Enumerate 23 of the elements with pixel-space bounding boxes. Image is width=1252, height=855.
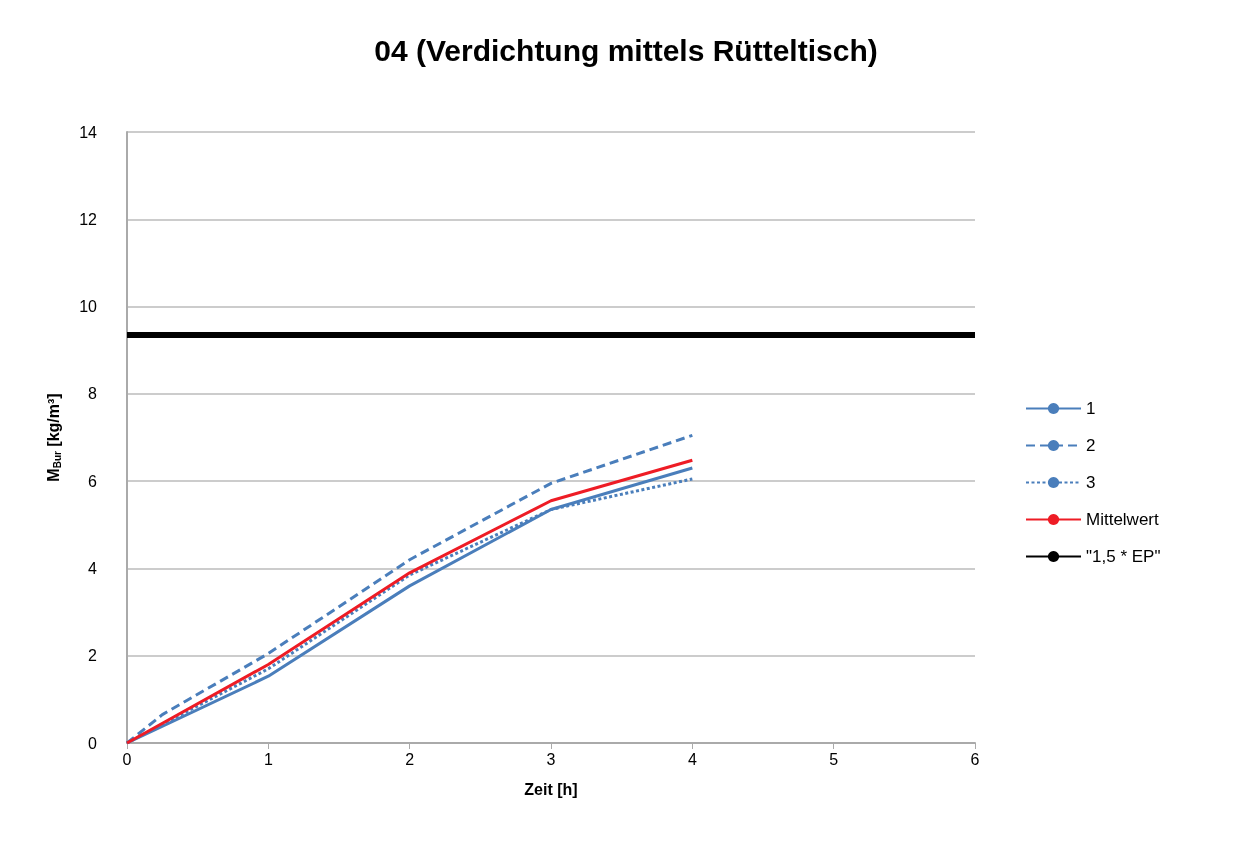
legend-label: 3 [1086, 473, 1096, 492]
y-tick-label: 2 [88, 647, 98, 665]
x-tick-label: 6 [970, 750, 980, 768]
legend-label: 1 [1086, 399, 1096, 418]
x-tick-label: 3 [546, 750, 556, 768]
x-tick-label: 2 [405, 750, 415, 768]
y-tick-label: 0 [88, 734, 98, 752]
x-tick-label: 0 [122, 750, 132, 768]
y-tick-label: 8 [88, 385, 98, 403]
chart-title: 04 (Verdichtung mittels Rütteltisch) [374, 33, 878, 67]
y-tick-label: 14 [79, 123, 98, 141]
x-tick-label: 5 [829, 750, 839, 768]
y-tick-label: 4 [88, 559, 98, 577]
x-tick-label: 4 [687, 750, 697, 768]
legend-label: "1,5 * EP" [1086, 547, 1161, 566]
y-tick-label: 6 [88, 472, 98, 490]
x-axis-title: Zeit [h] [524, 780, 578, 798]
y-axis-title: MBur [kg/m³] [44, 393, 63, 482]
y-tick-label: 10 [79, 298, 98, 316]
legend-label: Mittelwert [1086, 510, 1160, 529]
x-tick-label: 1 [263, 750, 273, 768]
y-tick-label: 12 [79, 210, 98, 228]
legend-label: 2 [1086, 436, 1096, 455]
